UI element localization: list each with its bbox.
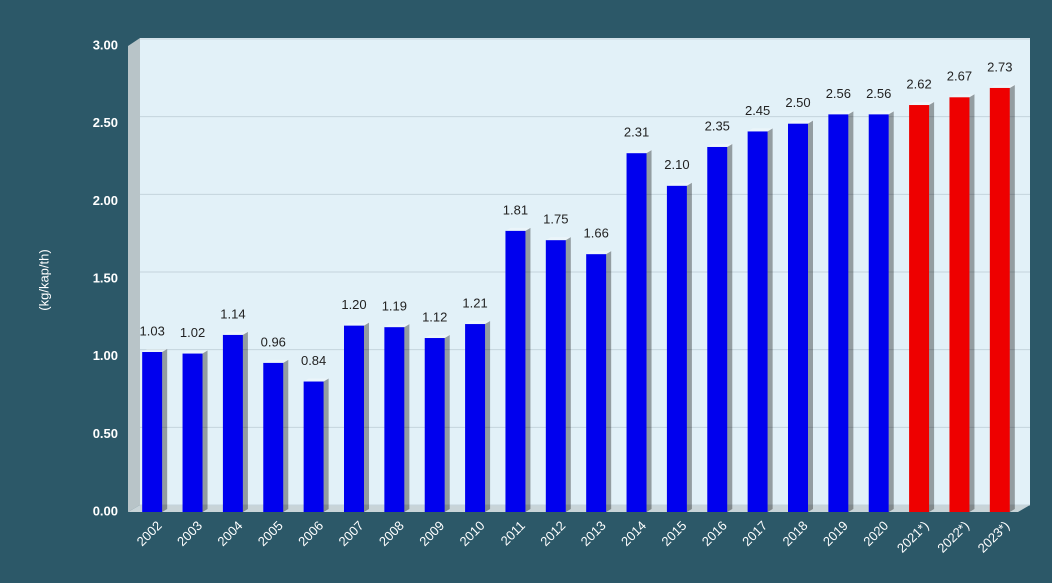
bar-side <box>283 359 289 512</box>
bar-side <box>686 182 692 513</box>
bar-top <box>949 94 975 98</box>
data-label: 1.21 <box>462 295 487 310</box>
bar-top <box>666 182 692 186</box>
bar-top <box>424 335 450 339</box>
bar-top <box>303 378 329 382</box>
bar-top <box>707 143 733 147</box>
bar-top <box>747 128 773 132</box>
bar-side <box>444 335 450 512</box>
bar <box>545 240 566 512</box>
bar <box>989 87 1010 512</box>
bar-side <box>1009 84 1015 512</box>
data-label: 2.31 <box>624 125 649 140</box>
data-label: 1.66 <box>584 226 609 241</box>
data-label: 2.73 <box>987 59 1012 74</box>
bar-side <box>646 150 652 512</box>
bar <box>384 327 405 512</box>
data-label: 1.12 <box>422 309 447 324</box>
bar-side <box>242 331 248 512</box>
bar-side <box>606 251 612 512</box>
bar-top <box>142 349 168 353</box>
bar <box>303 381 324 512</box>
data-label: 2.62 <box>906 76 931 91</box>
y-tick-label: 0.50 <box>93 426 118 441</box>
bar <box>626 153 647 512</box>
bar <box>505 230 526 512</box>
bar <box>909 105 930 512</box>
bar <box>182 353 203 512</box>
y-tick-label: 1.50 <box>93 270 118 285</box>
bar-top <box>344 322 369 326</box>
bar <box>828 114 849 512</box>
bar-side <box>929 102 935 512</box>
bar-side <box>848 111 854 512</box>
data-label: 1.20 <box>341 297 366 312</box>
bar-side <box>767 128 773 512</box>
bar <box>424 338 445 512</box>
bar-top <box>868 111 894 115</box>
bar <box>707 146 728 512</box>
bar-top <box>989 84 1015 88</box>
data-label: 2.35 <box>705 118 730 133</box>
bar-top <box>222 331 248 335</box>
bar <box>142 352 163 512</box>
bar <box>666 185 687 513</box>
data-label: 0.96 <box>261 334 286 349</box>
bar <box>788 123 808 513</box>
bar-side <box>323 378 329 512</box>
bar <box>222 334 243 512</box>
side-wall <box>128 38 140 512</box>
bar-top <box>465 321 491 325</box>
data-label: 1.19 <box>382 299 407 314</box>
data-label: 2.56 <box>866 86 891 101</box>
bar-side <box>969 94 975 512</box>
data-label: 2.50 <box>785 95 810 110</box>
bar <box>586 254 607 512</box>
data-label: 1.81 <box>503 202 528 217</box>
bar-top <box>505 227 531 231</box>
y-tick-label: 1.00 <box>93 348 118 363</box>
bar <box>344 325 364 512</box>
y-tick-label: 3.00 <box>93 37 118 52</box>
bar-side <box>162 349 168 512</box>
bar-top <box>384 324 410 328</box>
bar-side <box>808 120 813 513</box>
data-label: 1.02 <box>180 325 205 340</box>
bar-side <box>727 143 733 512</box>
bar <box>465 324 486 512</box>
bar <box>263 362 284 512</box>
bar-top <box>263 359 289 363</box>
bar-side <box>202 350 208 512</box>
bar <box>747 131 768 512</box>
data-label: 2.10 <box>664 157 689 172</box>
data-label: 1.03 <box>140 323 165 338</box>
bar-top <box>586 251 612 255</box>
bar-top <box>182 350 208 354</box>
y-axis-label: (kg/kap/th) <box>36 249 51 310</box>
bar-top <box>909 102 935 106</box>
bar <box>949 97 970 512</box>
bar-side <box>364 322 369 512</box>
bar-side <box>485 321 491 512</box>
y-tick-label: 0.00 <box>93 503 118 518</box>
data-label: 1.14 <box>220 306 245 321</box>
bar-side <box>404 324 410 512</box>
data-label: 1.75 <box>543 212 568 227</box>
bar-top <box>828 111 854 115</box>
y-tick-label: 2.50 <box>93 115 118 130</box>
bar-top <box>626 150 652 154</box>
bar-top <box>545 237 571 241</box>
data-label: 2.67 <box>947 69 972 84</box>
y-tick-label: 2.00 <box>93 193 118 208</box>
bar <box>868 114 889 512</box>
bar-top <box>788 120 813 124</box>
data-label: 0.84 <box>301 353 326 368</box>
bar-side <box>888 111 894 512</box>
bar-side <box>525 227 531 512</box>
data-label: 2.45 <box>745 103 770 118</box>
data-label: 2.56 <box>826 86 851 101</box>
bar-side <box>565 237 571 512</box>
